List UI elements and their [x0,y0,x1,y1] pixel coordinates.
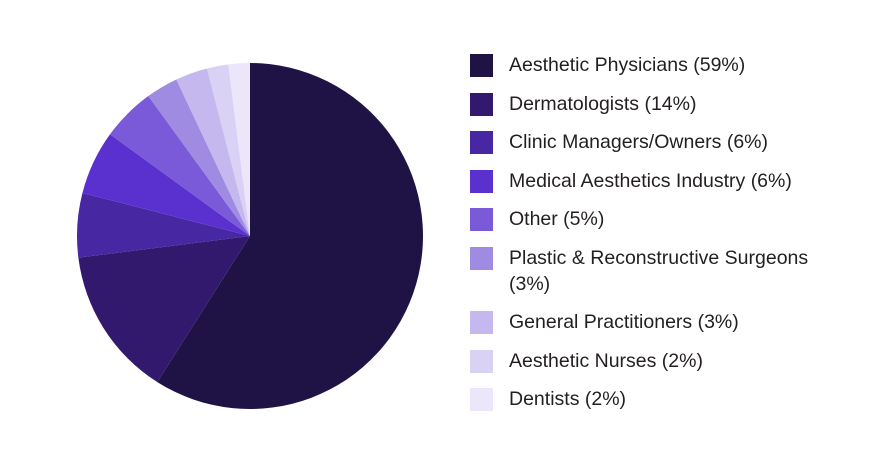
legend-item: Dermatologists (14%) [470,91,870,117]
legend-swatch [470,311,493,334]
pie-slice-0 [157,63,423,409]
legend-label: Other (5%) [509,208,605,230]
legend-label: Dentists (2%) [509,388,627,410]
pie-slice-6 [176,68,250,236]
legend-item: Clinic Managers/Owners (6%) [470,129,870,155]
legend-swatch [470,131,493,154]
legend-item: Plastic & Reconstructive Surgeons (3%) [470,245,870,297]
legend-label: Aesthetic Nurses (2%) [509,349,703,372]
legend-label: Aesthetic Physicians (59%) [509,54,746,76]
pie-slice-1 [78,236,250,383]
pie-slice-3 [82,134,250,236]
legend-item: General Practitioners (3%) [470,309,870,335]
pie-slice-5 [148,79,250,237]
legend-swatch [470,54,493,77]
legend-label: Dermatologists (14%) [509,92,697,115]
legend-label: General Practitioners (3%) [509,311,739,333]
pie-slice-8 [228,62,250,236]
legend-swatch [470,246,493,270]
legend-label: Clinic Managers/Owners (6%) [509,131,768,153]
legend-label: Plastic & Reconstructive Surgeons (3%) [509,246,809,295]
legend-label: Medical Aesthetics Industry (6%) [509,169,792,192]
legend-swatch [470,349,493,373]
pie-slice-4 [110,96,250,236]
legend-swatch [470,208,493,231]
legend-swatch [470,388,493,411]
legend-swatch [470,92,493,116]
legend-item: Aesthetic Physicians (59%) [470,52,870,78]
pie-slice-2 [76,192,250,258]
chart-legend: Aesthetic Physicians (59%) Dermatologists… [470,52,870,425]
legend-item: Dentists (2%) [470,386,870,412]
legend-swatch [470,169,493,193]
legend-item: Medical Aesthetics Industry (6%) [470,168,870,194]
pie-chart [76,62,423,409]
legend-item: Aesthetic Nurses (2%) [470,348,870,374]
pie-slice-7 [206,64,250,236]
legend-item: Other (5%) [470,206,870,232]
